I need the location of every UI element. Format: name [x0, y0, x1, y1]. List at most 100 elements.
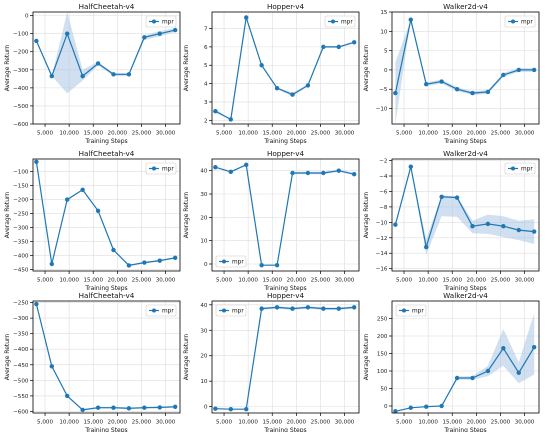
- x-axis-label: Training Steps: [443, 285, 486, 292]
- data-point: [126, 72, 132, 77]
- data-point: [65, 31, 70, 36]
- confidence-band: [215, 306, 355, 410]
- data-point: [228, 117, 233, 122]
- legend-box: [395, 304, 427, 317]
- data-point: [111, 247, 116, 253]
- data-point: [516, 370, 521, 375]
- x-tick-label: 10,000: [59, 131, 79, 137]
- subplot-title: Walker2d-v4: [443, 149, 488, 158]
- y-tick-label: 10: [200, 379, 208, 385]
- data-point: [351, 305, 357, 310]
- x-tick-label: 15,000: [262, 278, 282, 284]
- data-point: [408, 164, 413, 169]
- x-tick-label: 15,000: [262, 420, 282, 426]
- legend-box: [215, 304, 247, 317]
- series-line: [35, 303, 176, 411]
- x-tick-label: 10,000: [418, 131, 438, 137]
- plot-frame: [391, 11, 540, 125]
- series-line: [35, 29, 176, 78]
- plot-frame: [211, 158, 360, 272]
- x-tick-label: 10,000: [418, 420, 438, 426]
- y-tick-label: −600: [13, 122, 29, 128]
- y-tick-label: −8: [379, 205, 388, 211]
- x-tick-label: 25,000: [491, 131, 511, 137]
- legend: mpr: [145, 304, 177, 317]
- y-tick-label: 0: [204, 405, 208, 411]
- y-tick-label: 2: [204, 118, 208, 124]
- x-tick-label: 10,000: [418, 278, 438, 284]
- subplot-3: 5,000 10,000 15,000 20,000 25,000 30,000 −10 −5…: [363, 2, 540, 145]
- plot-frame: [211, 300, 360, 414]
- legend-label: mpr: [162, 167, 174, 173]
- y-tick-label: 5: [384, 49, 388, 55]
- data-point: [470, 375, 475, 381]
- x-axis-label: Training Steps: [84, 138, 127, 145]
- x-tick-label: 15,000: [442, 131, 462, 137]
- plot-frame: [391, 158, 540, 272]
- y-tick-label: 4: [204, 82, 208, 88]
- data-point: [259, 262, 264, 268]
- y-axis-label: Average Return: [183, 45, 190, 92]
- series-line: [215, 163, 355, 266]
- x-tick-label: 30,000: [156, 131, 176, 137]
- y-axis-label: Average Return: [4, 334, 11, 381]
- y-axis-label: Average Return: [363, 45, 370, 92]
- y-tick-label: −300: [13, 68, 29, 74]
- data-point: [213, 108, 218, 114]
- x-tick-label: 10,000: [59, 278, 79, 284]
- legend: mpr: [324, 15, 356, 28]
- x-tick-label: 30,000: [515, 420, 535, 426]
- data-point: [244, 162, 249, 168]
- subplot-title: Hopper-v4: [267, 149, 304, 158]
- y-tick-label: −450: [13, 268, 29, 274]
- data-point: [393, 90, 398, 96]
- x-tick-label: 15,000: [83, 278, 103, 284]
- y-tick-label: −100: [13, 170, 29, 176]
- data-point: [408, 17, 413, 22]
- legend: mpr: [504, 162, 536, 175]
- y-tick-label: −250: [13, 301, 29, 307]
- data-point: [213, 164, 218, 170]
- x-tick-label: 25,000: [132, 131, 152, 137]
- x-tick-label: 20,000: [287, 131, 307, 137]
- x-axis-label: Training Steps: [263, 285, 306, 292]
- subplot-8: 5,000 10,000 15,000 20,000 25,000 30,000 0 10 20…: [183, 291, 360, 434]
- data-point: [172, 404, 178, 409]
- data-point: [274, 305, 280, 310]
- x-tick-label: 5,000: [396, 420, 412, 426]
- y-tick-label: 5: [204, 63, 208, 69]
- data-point: [470, 90, 475, 96]
- data-point: [228, 406, 233, 412]
- x-tick-label: 25,000: [311, 420, 331, 426]
- y-tick-label: 3: [204, 100, 208, 106]
- legend-marker: [222, 259, 226, 264]
- y-tick-label: 0: [204, 262, 208, 268]
- x-tick-label: 15,000: [442, 420, 462, 426]
- data-point: [80, 187, 85, 192]
- data-point: [321, 44, 326, 50]
- plot-frame: [32, 158, 181, 272]
- x-tick-label: 5,000: [216, 278, 232, 284]
- y-tick-label: 250: [377, 317, 388, 323]
- x-tick-label: 15,000: [442, 278, 462, 284]
- y-axis-label: Average Return: [183, 192, 190, 239]
- x-tick-label: 25,000: [491, 278, 511, 284]
- x-tick-label: 30,000: [515, 131, 535, 137]
- subplot-2: 5,000 10,000 15,000 20,000 25,000 30,000 2 3 4 5 6…: [183, 2, 360, 145]
- y-tick-label: −400: [13, 86, 29, 92]
- y-tick-label: −100: [13, 32, 29, 38]
- data-point: [516, 227, 521, 233]
- data-point: [172, 255, 178, 261]
- y-tick-label: 200: [377, 334, 388, 340]
- plot-frame: [32, 11, 181, 125]
- y-tick-label: −300: [13, 316, 29, 322]
- subplot-title: Hopper-v4: [267, 2, 304, 11]
- confidence-band: [36, 161, 176, 267]
- data-point: [34, 301, 39, 307]
- subplot-9: 5,000 10,000 15,000 20,000 25,000 30,000 0 50 10…: [363, 291, 540, 434]
- x-tick-label: 10,000: [238, 131, 258, 137]
- data-point: [244, 15, 249, 20]
- data-point: [408, 405, 413, 410]
- series-line: [395, 346, 535, 412]
